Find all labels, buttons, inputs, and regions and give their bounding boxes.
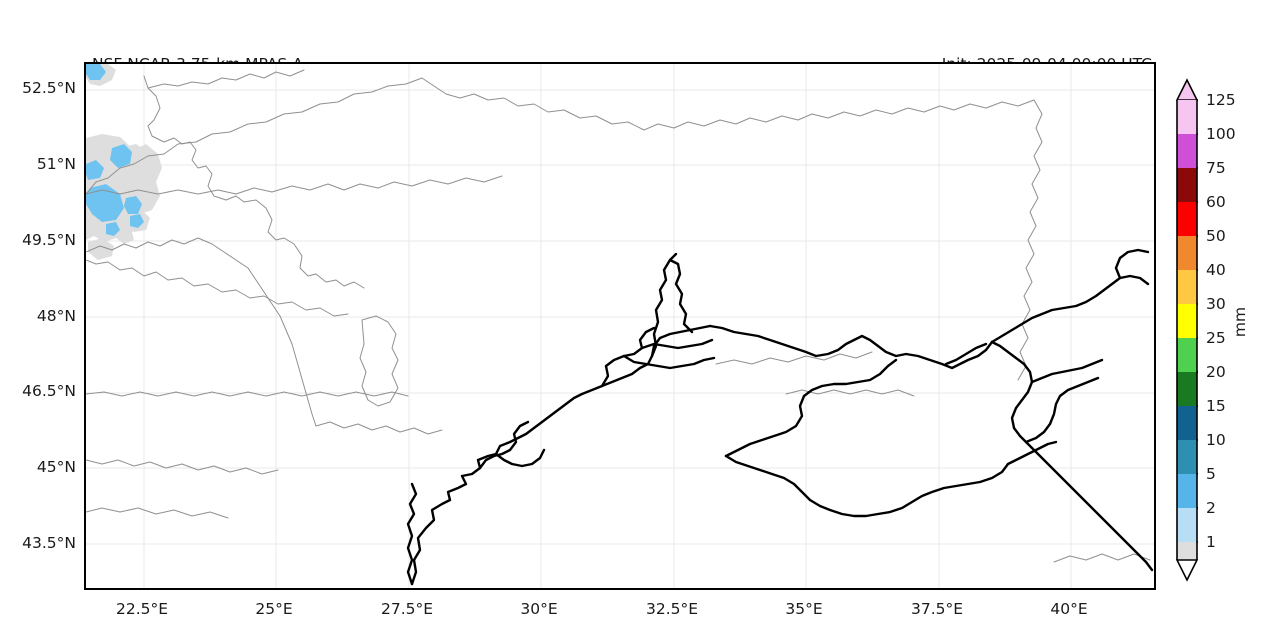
y-tick-label: 46.5°N	[22, 382, 76, 400]
y-tick-label: 52.5°N	[22, 79, 76, 97]
y-tick-label: 48°N	[36, 307, 76, 325]
colorbar-tick-label: 50	[1206, 227, 1226, 245]
colorbar-tick-label: 10	[1206, 431, 1226, 449]
precip-field	[86, 64, 162, 260]
map-canvas	[86, 64, 1154, 588]
x-tick-label: 32.5°E	[645, 600, 699, 618]
colorbar-tick-label: 60	[1206, 193, 1226, 211]
colorbar-unit-label: mm	[1231, 306, 1249, 338]
x-tick-label: 30°E	[520, 600, 558, 618]
map-svg	[86, 64, 1154, 588]
coastlines	[406, 248, 1154, 586]
y-tick-label: 45°N	[36, 458, 76, 476]
colorbar-tick-label: 30	[1206, 295, 1226, 313]
colorbar-under-arrow	[1176, 559, 1198, 582]
colorbar-tick-label: 75	[1206, 159, 1226, 177]
colorbar-tick-label: 40	[1206, 261, 1226, 279]
x-tick-label: 40°E	[1050, 600, 1088, 618]
y-tick-label: 43.5°N	[22, 534, 76, 552]
country-borders	[86, 69, 1151, 563]
colorbar-svg	[1176, 78, 1198, 582]
colorbar-tick-label: 2	[1206, 499, 1216, 517]
colorbar	[1176, 78, 1198, 582]
colorbar-tick-label: 20	[1206, 363, 1226, 381]
x-tick-label: 35°E	[785, 600, 823, 618]
y-tick-label: 51°N	[36, 155, 76, 173]
x-tick-label: 27.5°E	[380, 600, 434, 618]
x-tick-label: 37.5°E	[910, 600, 964, 618]
x-tick-label: 22.5°E	[115, 600, 169, 618]
colorbar-tick-label: 1	[1206, 533, 1216, 551]
colorbar-tick-label: 100	[1206, 125, 1236, 143]
colorbar-over-arrow	[1176, 78, 1198, 101]
colorbar-tick-label: 15	[1206, 397, 1226, 415]
x-tick-label: 25°E	[255, 600, 293, 618]
colorbar-tick-label: 125	[1206, 91, 1236, 109]
y-tick-label: 49.5°N	[22, 231, 76, 249]
colorbar-tick-label: 25	[1206, 329, 1226, 347]
map-plot-area	[84, 62, 1156, 590]
map-gridlines	[86, 64, 1154, 588]
colorbar-tick-label: 5	[1206, 465, 1216, 483]
